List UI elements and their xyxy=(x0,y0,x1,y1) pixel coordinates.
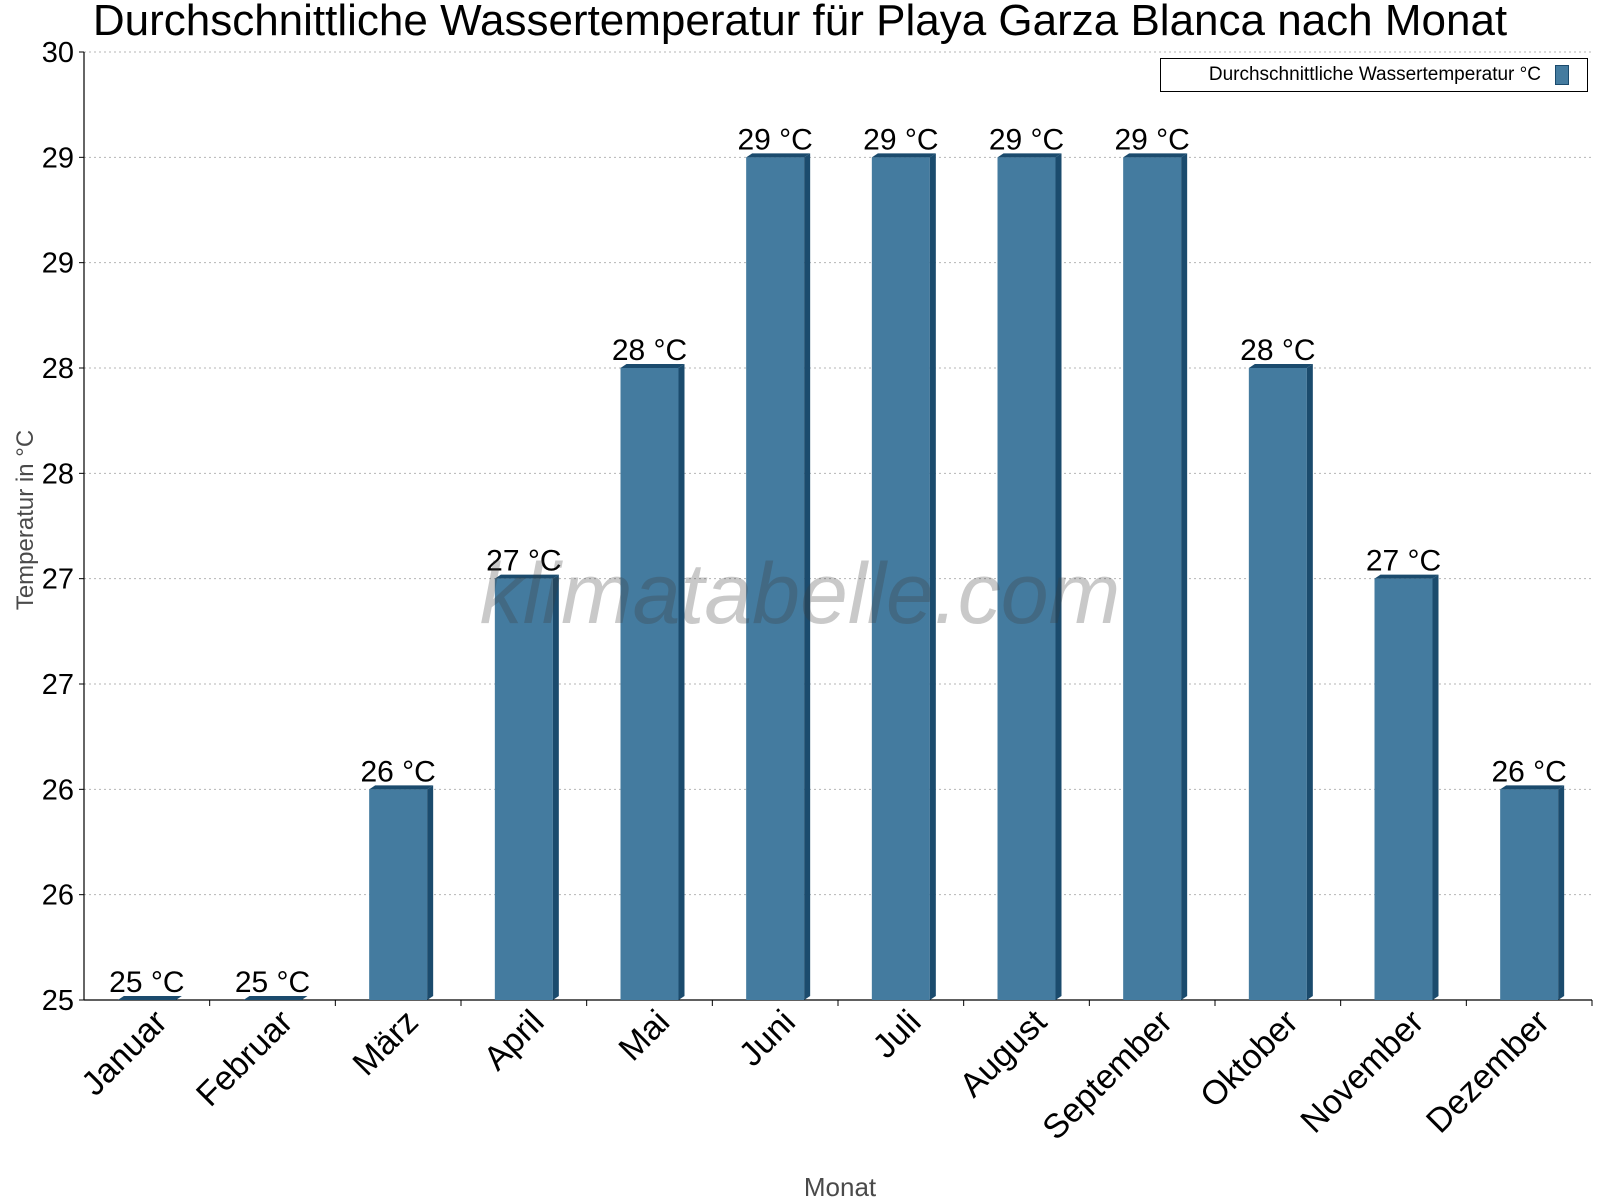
data-label: 27 °C xyxy=(1366,545,1441,578)
watermark: klimatabelle.com xyxy=(479,546,1121,642)
y-tick-label: 29 xyxy=(42,248,74,280)
y-tick-label: 26 xyxy=(42,880,74,912)
x-tick-label: März xyxy=(346,1003,426,1083)
y-tick-label: 27 xyxy=(42,564,74,596)
x-tick-label: Mai xyxy=(612,1003,678,1069)
bar-side xyxy=(1306,364,1313,1000)
data-label: 26 °C xyxy=(360,755,435,788)
data-label: 29 °C xyxy=(989,123,1064,156)
x-tick-label: Juni xyxy=(732,1003,803,1074)
bar-side xyxy=(1558,785,1565,1000)
bar xyxy=(1500,789,1559,1000)
bar-side xyxy=(552,574,559,1000)
x-tick-label: Oktober xyxy=(1193,1003,1305,1115)
bar-top xyxy=(117,996,182,1000)
bar-top xyxy=(494,574,559,579)
x-tick-label: April xyxy=(477,1003,552,1078)
bar-side xyxy=(804,153,811,1001)
y-tick-label: 25 xyxy=(42,985,74,1017)
data-label: 27 °C xyxy=(486,545,561,578)
x-tick-label: August xyxy=(952,1002,1054,1104)
bar-top xyxy=(997,153,1062,158)
x-tick-label: Februar xyxy=(189,1003,300,1114)
data-label: 29 °C xyxy=(1114,123,1189,156)
bar-top xyxy=(1374,574,1439,579)
bar-side xyxy=(678,364,685,1000)
bar xyxy=(620,368,679,1000)
bar-top xyxy=(243,996,308,1000)
x-tick-label: Dezember xyxy=(1419,1003,1557,1141)
y-tick-label: 30 xyxy=(42,37,74,69)
bar-labels: 25 °C 25 °C 26 °C 27 °C 28 °C 29 °C 29 °C 29 °C… xyxy=(109,123,1567,999)
bar-side xyxy=(1432,574,1439,1000)
bar-top xyxy=(1123,153,1188,158)
bar-top xyxy=(871,153,936,158)
legend: Durchschnittliche Wassertemperatur °C xyxy=(1160,58,1588,92)
bar xyxy=(746,157,805,1001)
bar xyxy=(1123,157,1182,1001)
y-tick-label: 28 xyxy=(42,458,74,490)
data-label: 28 °C xyxy=(612,334,687,367)
x-axis-label: Monat xyxy=(803,1172,877,1202)
data-label: 25 °C xyxy=(235,966,310,999)
bar-side xyxy=(1055,153,1062,1001)
bar-top xyxy=(1500,785,1565,790)
bar-side xyxy=(427,785,434,1000)
y-tick-label: 27 xyxy=(42,669,74,701)
bar xyxy=(871,157,930,1001)
bar-top xyxy=(369,785,434,790)
x-tick-label: Januar xyxy=(74,1003,174,1103)
bar-top xyxy=(620,364,685,368)
bars xyxy=(117,153,1565,1001)
data-label: 29 °C xyxy=(863,123,938,156)
bar xyxy=(1374,578,1433,1000)
y-tick-label: 28 xyxy=(42,353,74,385)
legend-swatch xyxy=(1555,65,1569,85)
bar xyxy=(494,578,553,1000)
chart-title: Durchschnittliche Wassertemperatur für P… xyxy=(92,0,1508,45)
x-tick-label: September xyxy=(1035,1003,1179,1147)
x-tick-label: November xyxy=(1293,1003,1431,1141)
y-axis-label: Temperatur in °C xyxy=(12,429,39,611)
bar-top xyxy=(746,153,811,158)
bar-top xyxy=(1248,364,1313,368)
bar xyxy=(369,789,428,1000)
y-tick-label: 29 xyxy=(42,142,74,174)
grid-lines xyxy=(84,51,1592,896)
data-label: 26 °C xyxy=(1491,755,1566,788)
bar-side xyxy=(1181,153,1188,1001)
bar xyxy=(997,157,1056,1001)
legend-label: Durchschnittliche Wassertemperatur °C xyxy=(1208,64,1541,85)
bar-side xyxy=(929,153,936,1001)
data-label: 29 °C xyxy=(737,123,812,156)
data-label: 28 °C xyxy=(1240,334,1315,367)
bar xyxy=(1248,368,1307,1000)
y-tick-label: 26 xyxy=(42,774,74,806)
data-label: 25 °C xyxy=(109,966,184,999)
x-tick-label: Juli xyxy=(866,1003,929,1066)
